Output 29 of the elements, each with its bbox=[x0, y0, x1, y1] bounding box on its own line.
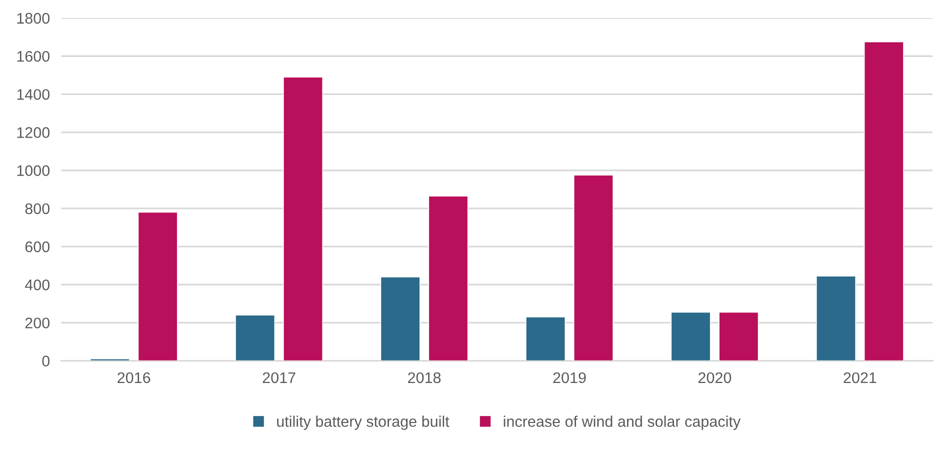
bar bbox=[235, 314, 276, 361]
bar bbox=[670, 312, 711, 361]
bar bbox=[526, 316, 566, 361]
bar bbox=[380, 276, 420, 361]
legend-label: utility battery storage built bbox=[277, 416, 450, 430]
x-tick-label: 2016 bbox=[118, 372, 150, 384]
x-tick-label: 2021 bbox=[844, 372, 876, 384]
y-tick-label: 1600 bbox=[17, 50, 50, 62]
x-tick-label: 2017 bbox=[262, 372, 296, 384]
bar bbox=[283, 76, 324, 361]
bar bbox=[816, 276, 856, 361]
x-tick-label: 2018 bbox=[408, 372, 441, 384]
bar bbox=[718, 312, 759, 361]
y-tick-label: 1200 bbox=[17, 127, 50, 138]
y-tick-label: 1000 bbox=[17, 165, 50, 176]
bar bbox=[428, 196, 468, 361]
bar bbox=[138, 212, 178, 361]
y-tick-label: 0 bbox=[42, 356, 50, 366]
bar bbox=[573, 174, 614, 361]
y-tick-label: 600 bbox=[25, 241, 50, 252]
bar bbox=[864, 41, 904, 361]
y-tick-label: 1800 bbox=[17, 12, 50, 24]
legend-label: increase of wind and solar capacity bbox=[504, 416, 741, 430]
y-tick-label: 400 bbox=[24, 280, 50, 290]
y-tick-label: 1400 bbox=[17, 89, 50, 100]
y-tick-label: 800 bbox=[25, 203, 50, 214]
y-tick-label: 200 bbox=[25, 318, 50, 328]
x-tick-label: 2019 bbox=[553, 372, 586, 384]
x-tick-label: 2020 bbox=[698, 372, 732, 384]
